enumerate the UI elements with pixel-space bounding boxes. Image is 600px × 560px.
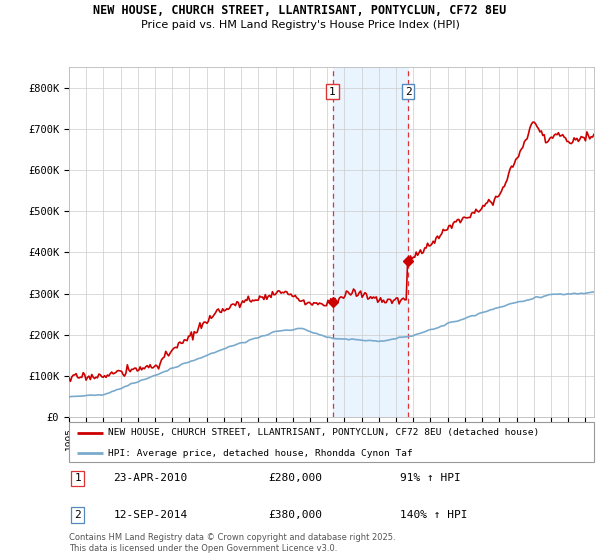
Text: 12-SEP-2014: 12-SEP-2014 xyxy=(113,510,188,520)
Text: 23-APR-2010: 23-APR-2010 xyxy=(113,473,188,483)
Text: £280,000: £280,000 xyxy=(269,473,323,483)
Text: Price paid vs. HM Land Registry's House Price Index (HPI): Price paid vs. HM Land Registry's House … xyxy=(140,20,460,30)
Text: 1: 1 xyxy=(74,473,81,483)
Text: HPI: Average price, detached house, Rhondda Cynon Taf: HPI: Average price, detached house, Rhon… xyxy=(109,449,413,458)
Text: 2: 2 xyxy=(74,510,81,520)
Bar xyxy=(332,67,408,417)
Text: 91% ↑ HPI: 91% ↑ HPI xyxy=(400,473,461,483)
Text: 140% ↑ HPI: 140% ↑ HPI xyxy=(400,510,467,520)
Text: NEW HOUSE, CHURCH STREET, LLANTRISANT, PONTYCLUN, CF72 8EU: NEW HOUSE, CHURCH STREET, LLANTRISANT, P… xyxy=(94,4,506,17)
Text: 1: 1 xyxy=(329,87,336,97)
Text: £380,000: £380,000 xyxy=(269,510,323,520)
FancyBboxPatch shape xyxy=(69,422,594,462)
Text: NEW HOUSE, CHURCH STREET, LLANTRISANT, PONTYCLUN, CF72 8EU (detached house): NEW HOUSE, CHURCH STREET, LLANTRISANT, P… xyxy=(109,428,539,437)
Text: Contains HM Land Registry data © Crown copyright and database right 2025.
This d: Contains HM Land Registry data © Crown c… xyxy=(69,533,395,553)
Text: 2: 2 xyxy=(405,87,412,97)
